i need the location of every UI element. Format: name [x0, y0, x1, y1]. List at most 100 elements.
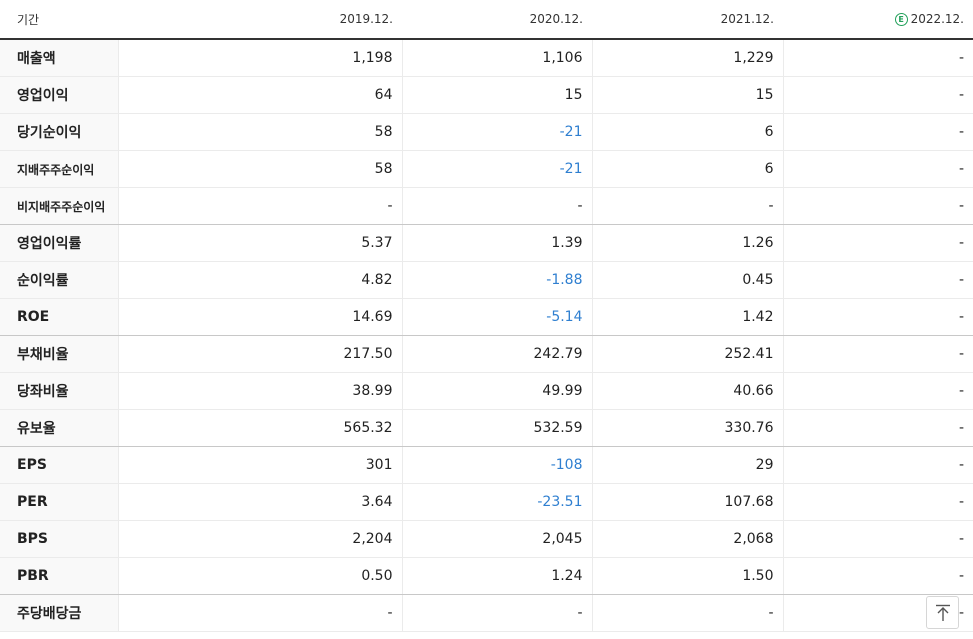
cell-2020: 49.99: [402, 372, 593, 410]
cell-2021: 1.42: [592, 298, 784, 336]
cell-2022: -: [783, 187, 973, 225]
table-row: 영업이익 64 15 15-: [0, 76, 973, 114]
cell-2020: -21: [402, 113, 593, 151]
cell-2020: -5.14: [402, 298, 593, 336]
column-header-2021: 2021.12.: [592, 0, 783, 40]
table-row: 당기순이익 58 -21 6-: [0, 113, 973, 151]
cell-2020: 1,106: [402, 39, 593, 77]
column-header-2020: 2020.12.: [402, 0, 592, 40]
row-label: EPS: [0, 446, 119, 484]
column-header-2022-label: 2022.12.: [910, 12, 964, 26]
cell-2022: -: [783, 409, 973, 447]
cell-2022: -: [783, 76, 973, 114]
row-label: 당기순이익: [0, 113, 119, 151]
cell-2019: 58: [118, 150, 403, 188]
row-label: PER: [0, 483, 119, 521]
cell-2022: -: [783, 520, 973, 558]
table-row: 비지배주주순이익 - - - -: [0, 187, 973, 225]
row-label: 유보율: [0, 409, 119, 447]
cell-2021: 6: [592, 150, 784, 188]
row-label: 영업이익: [0, 76, 119, 114]
cell-2021: 1.50: [592, 557, 784, 595]
cell-2019: 5.37: [118, 224, 403, 262]
cell-2019: 38.99: [118, 372, 403, 410]
cell-2021: 29: [592, 446, 784, 484]
table-row: 유보율 565.32 532.59 330.76-: [0, 409, 973, 447]
row-label: 영업이익률: [0, 224, 119, 262]
cell-2021: 107.68: [592, 483, 784, 521]
header-row: 기간 2019.12. 2020.12. 2021.12. E 2022.12.: [0, 0, 973, 40]
estimate-icon: E: [894, 13, 908, 26]
cell-2021: 1.26: [592, 224, 784, 262]
cell-2021: 252.41: [592, 335, 784, 373]
cell-2019: 58: [118, 113, 403, 151]
cell-2022: -: [783, 150, 973, 188]
cell-2020: -: [402, 594, 593, 632]
cell-2021: 2,068: [592, 520, 784, 558]
cell-2022: -: [783, 113, 973, 151]
table-row: ROE 14.69 -5.14 1.42-: [0, 298, 973, 336]
cell-2022: -: [783, 483, 973, 521]
row-label: 부채비율: [0, 335, 119, 373]
cell-2021: 40.66: [592, 372, 784, 410]
arrow-up-to-top-icon: [935, 604, 950, 621]
cell-2019: 3.64: [118, 483, 403, 521]
cell-2019: 565.32: [118, 409, 403, 447]
cell-2020: 2,045: [402, 520, 593, 558]
table-row: 부채비율 217.50 242.79 252.41-: [0, 335, 973, 373]
row-label: 당좌비율: [0, 372, 119, 410]
cell-2021: 1,229: [592, 39, 784, 77]
row-label: PBR: [0, 557, 119, 595]
cell-2019: 301: [118, 446, 403, 484]
table-row: BPS 2,204 2,045 2,068-: [0, 520, 973, 558]
cell-2022: -: [783, 261, 973, 299]
table-row: PBR 0.50 1.24 1.50-: [0, 557, 973, 595]
cell-2021: 0.45: [592, 261, 784, 299]
cell-2020: -: [402, 187, 593, 225]
row-label: ROE: [0, 298, 119, 336]
table-row: 당좌비율 38.99 49.99 40.66-: [0, 372, 973, 410]
cell-2022: -: [783, 446, 973, 484]
cell-2022: -: [783, 224, 973, 262]
cell-2020: -21: [402, 150, 593, 188]
cell-2019: -: [118, 187, 403, 225]
table-row: 지배주주순이익 58 -21 6-: [0, 150, 973, 188]
table-row: 주당배당금 - - - -: [0, 594, 973, 632]
cell-2021: -: [592, 594, 784, 632]
column-header-2019: 2019.12.: [118, 0, 402, 40]
table-row: 영업이익률 5.37 1.39 1.26-: [0, 224, 973, 262]
scroll-to-top-button[interactable]: [926, 596, 959, 629]
cell-2020: 1.24: [402, 557, 593, 595]
cell-2020: 532.59: [402, 409, 593, 447]
cell-2019: 64: [118, 76, 403, 114]
table-row: 매출액 1,198 1,106 1,229-: [0, 39, 973, 77]
cell-2019: 217.50: [118, 335, 403, 373]
table-row: 순이익률 4.82 -1.88 0.45-: [0, 261, 973, 299]
cell-2020: -108: [402, 446, 593, 484]
cell-2019: 4.82: [118, 261, 403, 299]
table-row: PER 3.64 -23.51 107.68-: [0, 483, 973, 521]
row-label: 주당배당금: [0, 594, 119, 632]
row-label: 지배주주순이익: [0, 150, 119, 188]
cell-2020: 1.39: [402, 224, 593, 262]
cell-2019: 0.50: [118, 557, 403, 595]
cell-2020: -23.51: [402, 483, 593, 521]
cell-2022: -: [783, 335, 973, 373]
row-label: BPS: [0, 520, 119, 558]
cell-2022: -: [783, 39, 973, 77]
cell-2022: -: [783, 372, 973, 410]
cell-2020: 15: [402, 76, 593, 114]
cell-2021: 330.76: [592, 409, 784, 447]
row-label: 순이익률: [0, 261, 119, 299]
row-label: 매출액: [0, 39, 119, 77]
cell-2022: -: [783, 557, 973, 595]
cell-2019: -: [118, 594, 403, 632]
cell-2021: 15: [592, 76, 784, 114]
period-header: 기간: [0, 0, 118, 40]
row-label: 비지배주주순이익: [0, 187, 119, 225]
column-header-2022-estimate: E 2022.12.: [783, 0, 973, 40]
cell-2020: 242.79: [402, 335, 593, 373]
cell-2021: -: [592, 187, 784, 225]
cell-2022: -: [783, 298, 973, 336]
